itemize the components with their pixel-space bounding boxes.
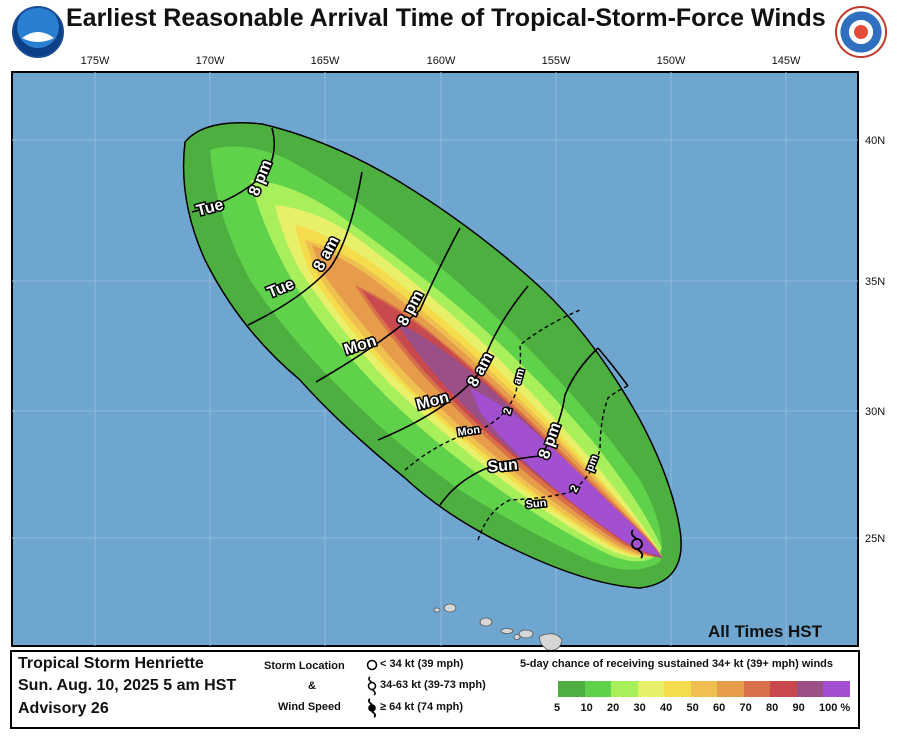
contour-tue-8am xyxy=(247,171,363,326)
contour-sun-2pm xyxy=(477,385,629,541)
colorbar-label: 50 xyxy=(686,702,699,714)
tropical-storm-icon xyxy=(630,529,644,559)
contour-label: Sun xyxy=(487,456,519,476)
colorbar-swatch xyxy=(823,681,850,697)
hurricane-icon xyxy=(367,698,377,718)
colorbar-label: 20 xyxy=(607,702,620,714)
storm-location-title: Storm Location xyxy=(264,660,345,672)
contour-label: am xyxy=(511,367,527,386)
arrival-contours-dashed xyxy=(404,309,629,541)
lon-label: 170W xyxy=(196,55,225,67)
colorbar-swatch xyxy=(690,681,717,697)
swath-outline xyxy=(182,122,682,589)
lon-label: 150W xyxy=(657,55,686,67)
colorbar-label: 60 xyxy=(713,702,726,714)
timezone-label: All Times HST xyxy=(708,622,822,641)
arrival-contours xyxy=(191,127,629,506)
colorbar-label: 100 % xyxy=(819,702,851,714)
depression-icon xyxy=(366,659,378,671)
contour-mon-2am xyxy=(404,309,581,471)
map-title: Earliest Reasonable Arrival Time of Trop… xyxy=(66,4,826,32)
lat-label: 25N xyxy=(865,533,885,545)
colorbar-label: 90 xyxy=(792,702,805,714)
island-hawaii xyxy=(539,633,563,651)
wind-speed-item: ≥ 64 kt (74 mph) xyxy=(380,701,464,713)
advisory-number: Advisory 26 xyxy=(18,700,109,717)
contour-label: Sun xyxy=(525,497,547,511)
colorbar-label: 70 xyxy=(739,702,752,714)
colorbar-swatch xyxy=(770,681,797,697)
noaa-bird-icon xyxy=(22,32,54,42)
island-maui xyxy=(518,629,534,639)
colorbar-label: 30 xyxy=(633,702,646,714)
storm-name: Tropical Storm Henriette xyxy=(18,655,204,672)
storm-date: Sun. Aug. 10, 2025 5 am HST xyxy=(18,677,237,694)
contour-sun-8pm xyxy=(439,347,599,506)
hawaii-islands xyxy=(433,603,563,651)
noaa-logo xyxy=(12,6,64,58)
tropical-storm-legend-icon xyxy=(367,676,377,696)
colorbar-swatch xyxy=(664,681,691,697)
colorbar-swatch xyxy=(796,681,823,697)
island-niihau xyxy=(433,607,441,613)
colorbar-swatch xyxy=(611,681,638,697)
contour-mon-8am xyxy=(377,285,529,441)
lon-label: 145W xyxy=(772,55,801,67)
colorbar-label: 5 xyxy=(554,702,561,714)
contour-tue-8pm xyxy=(191,127,276,213)
lat-label: 40N xyxy=(865,135,885,147)
colorbar-label: 10 xyxy=(580,702,593,714)
colorbar-swatch xyxy=(743,681,770,697)
wind-speed-title: Wind Speed xyxy=(278,701,341,713)
lon-label: 160W xyxy=(427,55,456,67)
island-molokai xyxy=(500,628,514,634)
contour-sun-8pm-e xyxy=(597,347,629,387)
colorbar-swatch xyxy=(637,681,664,697)
contour-mon-8pm xyxy=(315,227,461,383)
probability-title: 5-day chance of receiving sustained 34+ … xyxy=(520,658,833,670)
weather-service-icon xyxy=(854,25,868,39)
island-lanai xyxy=(513,634,521,640)
lat-label: 30N xyxy=(865,406,885,418)
prob-band-100 xyxy=(470,388,660,555)
colorbar-swatch xyxy=(558,681,585,697)
island-kauai xyxy=(443,603,457,613)
probability-colorbar xyxy=(558,681,850,697)
wind-speed-item: < 34 kt (39 mph) xyxy=(380,658,464,670)
island-oahu xyxy=(479,617,493,627)
colorbar-label: 40 xyxy=(660,702,673,714)
storm-symbols xyxy=(366,659,378,718)
probability-swath xyxy=(183,122,682,589)
colorbar-label: 80 xyxy=(766,702,779,714)
legend-panel: Tropical Storm Henriette Sun. Aug. 10, 2… xyxy=(10,650,860,729)
colorbar-swatch xyxy=(584,681,611,697)
contour-label: Mon xyxy=(457,424,481,439)
colorbar-swatch xyxy=(717,681,744,697)
nws-logo xyxy=(835,6,887,58)
lat-label: 35N xyxy=(865,276,885,288)
storm-location-amp: & xyxy=(308,680,316,692)
wind-speed-item: 34-63 kt (39-73 mph) xyxy=(380,679,486,691)
lon-label: 175W xyxy=(81,55,110,67)
lon-label: 155W xyxy=(542,55,571,67)
lon-label: 165W xyxy=(311,55,340,67)
